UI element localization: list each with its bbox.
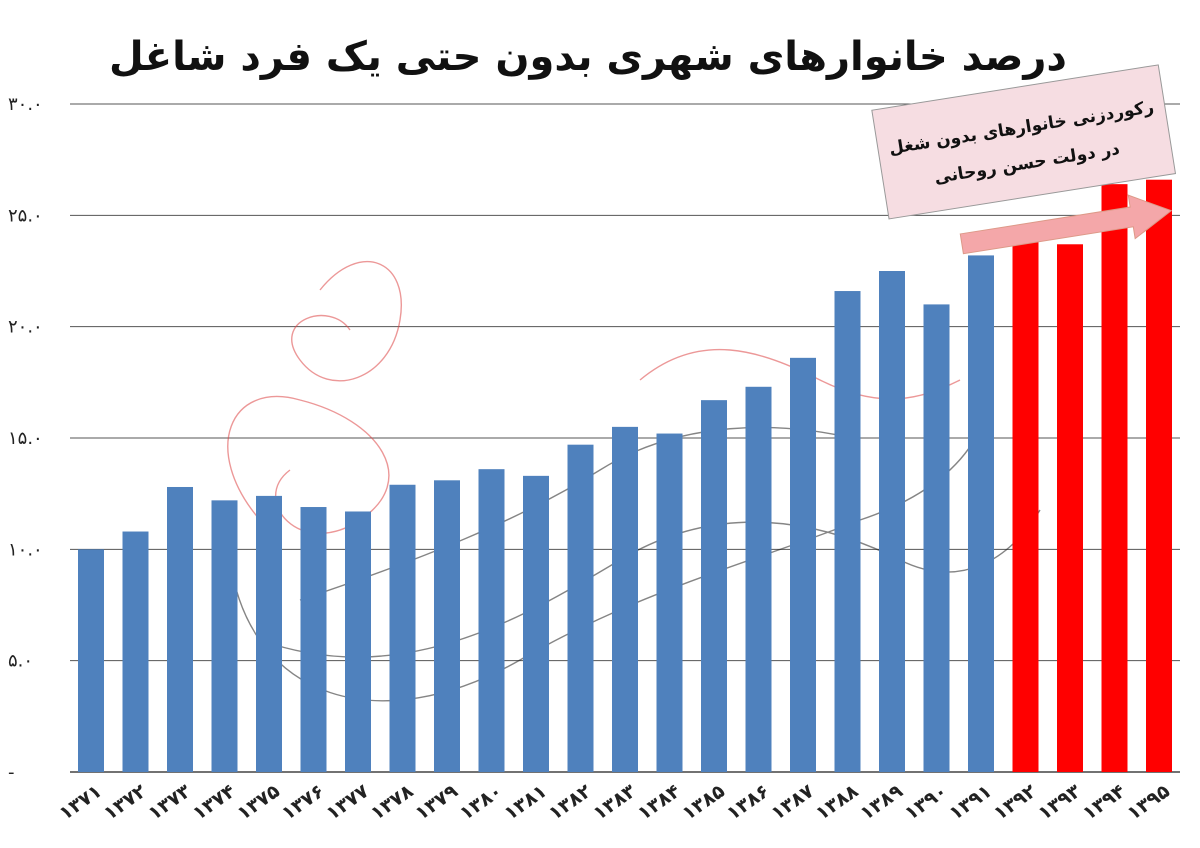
x-tick-label: ۱۳۸۴ xyxy=(634,780,685,825)
x-tick-label: ۱۳۷۵ xyxy=(233,780,284,825)
x-tick-label: ۱۳۸۳ xyxy=(589,780,640,825)
x-tick-label: ۱۳۹۰ xyxy=(901,780,952,825)
bar-۱۳۹۴ xyxy=(1101,184,1128,772)
x-tick-label: ۱۳۷۳ xyxy=(144,780,195,825)
bar-۱۳۹۲ xyxy=(1012,237,1039,773)
y-tick-label: - xyxy=(8,762,15,783)
y-tick-label: ۳۰.۰ xyxy=(8,94,43,115)
gridlines xyxy=(70,103,1180,773)
x-tick-label: ۱۳۸۱ xyxy=(500,780,551,825)
x-tick-label: ۱۳۹۵ xyxy=(1123,780,1174,825)
bar-۱۳۹۵ xyxy=(1146,179,1172,772)
bar-۱۳۸۴ xyxy=(656,433,683,772)
annotation-callout: رکوردزنی خانوارهای بدون شغل در دولت حسن … xyxy=(871,64,1177,255)
y-tick-label: ۱۰.۰ xyxy=(8,539,43,560)
bar-۱۳۸۷ xyxy=(790,357,816,772)
bar-۱۳۹۳ xyxy=(1057,244,1083,772)
bar-۱۳۷۸ xyxy=(389,484,416,772)
bar-۱۳۷۴ xyxy=(211,500,238,772)
y-tick-label: ۲۵.۰ xyxy=(8,205,43,226)
x-tick-label: ۱۳۸۰ xyxy=(456,780,507,825)
bar-۱۳۸۲ xyxy=(567,444,594,772)
bar-۱۳۹۱ xyxy=(968,255,994,772)
bar-۱۳۸۱ xyxy=(523,475,549,772)
x-tick-label: ۱۳۷۲ xyxy=(100,780,151,825)
x-tick-label: ۱۳۷۴ xyxy=(189,780,240,825)
x-tick-label: ۱۳۹۴ xyxy=(1079,780,1130,825)
bar-۱۳۸۹ xyxy=(879,271,905,772)
x-tick-label: ۱۳۷۹ xyxy=(411,780,462,825)
bar-۱۳۷۱ xyxy=(78,549,104,772)
x-tick-label: ۱۳۷۶ xyxy=(278,780,329,825)
x-tick-label: ۱۳۸۹ xyxy=(856,780,907,825)
x-tick-label: ۱۳۸۲ xyxy=(545,780,596,825)
x-tick-label: ۱۳۷۱ xyxy=(55,780,106,825)
bar-۱۳۷۵ xyxy=(256,495,282,772)
annotation-box xyxy=(871,64,1177,220)
x-tick-label: ۱۳۸۸ xyxy=(812,780,863,825)
bar-۱۳۷۳ xyxy=(167,486,193,772)
bar-۱۳۸۸ xyxy=(834,291,861,772)
bar-۱۳۸۶ xyxy=(745,386,772,772)
y-axis-ticks: - ۵.۰ ۱۰.۰ ۱۵.۰ ۲۰.۰ ۲۵.۰ ۳۰.۰ xyxy=(8,94,43,783)
x-tick-label: ۱۳۷۸ xyxy=(367,780,418,825)
x-tick-label: ۱۳۸۵ xyxy=(678,780,729,825)
x-tick-label: ۱۳۸۶ xyxy=(723,780,774,825)
x-tick-label: ۱۳۸۷ xyxy=(767,780,818,825)
x-axis-labels: ۱۳۷۱۱۳۷۲۱۳۷۳۱۳۷۴۱۳۷۵۱۳۷۶۱۳۷۷۱۳۷۸۱۳۷۹۱۳۸۰… xyxy=(55,780,1174,825)
bar-۱۳۷۹ xyxy=(434,480,460,772)
y-tick-label: ۵.۰ xyxy=(8,651,33,672)
bar-۱۳۸۰ xyxy=(478,469,505,772)
x-tick-label: ۱۳۹۱ xyxy=(945,780,996,825)
annotation-arrow xyxy=(959,194,1173,255)
bar-۱۳۸۳ xyxy=(612,426,638,772)
x-tick-label: ۱۳۹۳ xyxy=(1034,780,1085,825)
bar-۱۳۷۲ xyxy=(122,531,149,772)
bar-۱۳۷۷ xyxy=(345,511,371,772)
bar-۱۳۹۰ xyxy=(923,304,950,772)
bars xyxy=(78,179,1172,773)
x-tick-label: ۱۳۹۲ xyxy=(990,780,1041,825)
chart-title: درصد خانوارهای شهری بدون حتی یک فرد شاغل xyxy=(109,34,1067,80)
y-tick-label: ۱۵.۰ xyxy=(8,428,43,449)
bar-۱۳۸۵ xyxy=(701,400,727,772)
y-tick-label: ۲۰.۰ xyxy=(8,317,43,338)
x-tick-label: ۱۳۷۷ xyxy=(322,780,373,825)
bar-۱۳۷۶ xyxy=(300,507,327,772)
